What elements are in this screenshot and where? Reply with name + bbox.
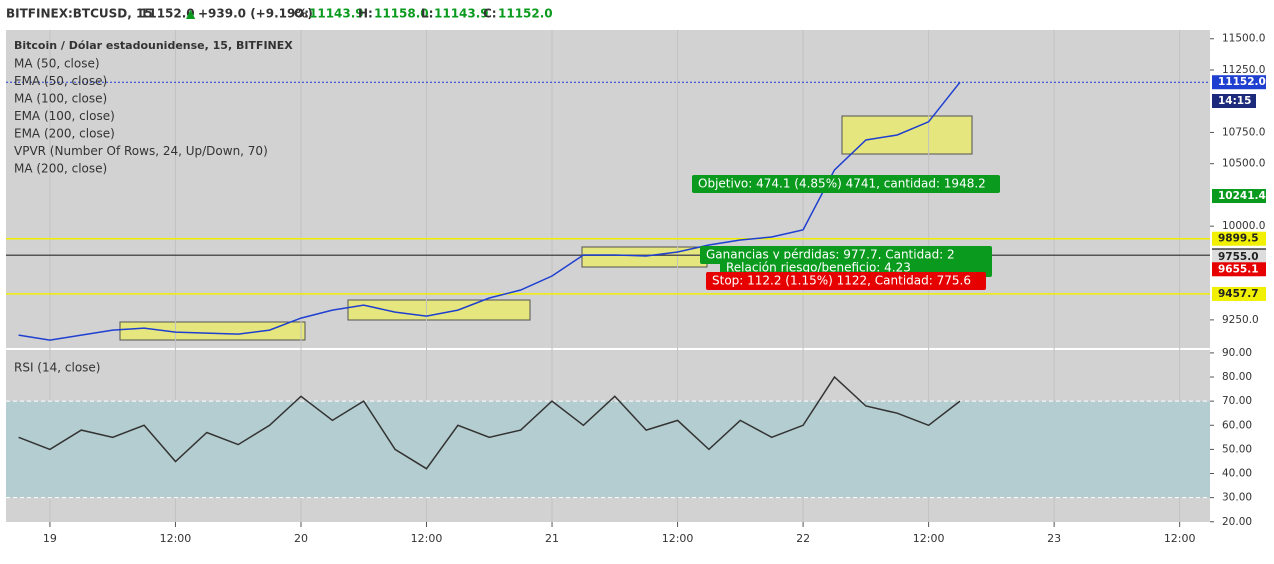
- y-tick-label: 11500.0: [1222, 33, 1265, 45]
- annotation: Objetivo: 474.1 (4.85%) 4741, cantidad: …: [698, 177, 986, 191]
- indicator: MA (200, close): [14, 162, 107, 176]
- annotation: Stop: 112.2 (1.15%) 1122, Cantidad: 775.…: [712, 274, 971, 288]
- y-tick-label: 11250.0: [1222, 64, 1265, 76]
- price-tag: [1212, 231, 1266, 246]
- y-tick-label: 10750.0: [1222, 126, 1265, 138]
- annotation: Ganancias y pérdidas: 977.7, Cantidad: 2: [706, 248, 955, 262]
- annotation-box: [706, 272, 986, 290]
- y-tick-label: 40.00: [1222, 468, 1252, 480]
- x-tick-label: 12:00: [160, 532, 192, 545]
- price-tag-label: 11152.0: [1218, 76, 1266, 88]
- price-tag: [1212, 249, 1266, 264]
- last: 11152.0: [140, 7, 195, 21]
- y-tick-label: 9250.0: [1222, 314, 1259, 326]
- price-tag: [1212, 75, 1266, 90]
- annotation-box: [692, 175, 1000, 193]
- y-tick-label: 30.00: [1222, 492, 1252, 504]
- price-tag-label: 9755.0: [1218, 251, 1259, 263]
- panel-title: Bitcoin / Dólar estadounidense, 15, BITF…: [14, 39, 293, 52]
- change: +939.0 (+9.19%): [198, 7, 313, 21]
- price-panel: [6, 30, 1210, 348]
- time-tag-label: 14:15: [1218, 95, 1251, 107]
- y-tick-label: 80.00: [1222, 371, 1252, 383]
- rsi-band: [6, 401, 1210, 498]
- price-tag: [1212, 286, 1266, 301]
- indicator: MA (100, close): [14, 92, 107, 106]
- x-tick-label: 21: [545, 532, 559, 545]
- price-tag-label: 9655.1: [1218, 263, 1259, 275]
- c-label: C:: [483, 7, 497, 21]
- symbol: BITFINEX:BTCUSD, 15: [6, 7, 153, 21]
- high: 11158.0: [374, 7, 429, 21]
- l-label: L:: [421, 7, 433, 21]
- x-tick-label: 19: [43, 532, 57, 545]
- annotation: Relación riesgo/beneficio: 4.23: [726, 261, 911, 275]
- y-tick-label: 60.00: [1222, 419, 1252, 431]
- price-tag-label: 9899.5: [1218, 233, 1259, 245]
- indicator: EMA (100, close): [14, 109, 115, 123]
- y-tick-label: 50.00: [1222, 443, 1252, 455]
- indicator: EMA (200, close): [14, 127, 115, 141]
- x-tick-label: 23: [1047, 532, 1061, 545]
- close: 11152.0: [498, 7, 553, 21]
- price-tag-label: 10241.4: [1218, 190, 1266, 202]
- x-tick-label: 12:00: [913, 532, 945, 545]
- y-tick-label: 10500.0: [1222, 158, 1265, 170]
- o-label: O:: [294, 7, 309, 21]
- y-tick-label: 90.00: [1222, 347, 1252, 359]
- price-line: [18, 81, 961, 341]
- x-tick-label: 12:00: [1164, 532, 1196, 545]
- range-box: [119, 321, 306, 341]
- price-tag-label: 9457.7: [1218, 288, 1259, 300]
- time-tag: [1212, 94, 1256, 108]
- y-tick-label: 10000.0: [1222, 220, 1265, 232]
- x-tick-label: 12:00: [411, 532, 443, 545]
- indicator: MA (50, close): [14, 57, 100, 71]
- x-tick-label: 20: [294, 532, 308, 545]
- y-tick-label: 70.00: [1222, 395, 1252, 407]
- low: 11143.9: [434, 7, 489, 21]
- x-tick-label: 12:00: [662, 532, 694, 545]
- h-label: H:: [358, 7, 373, 21]
- range-box: [347, 299, 531, 321]
- rsi-line: [18, 375, 961, 470]
- x-tick-label: 22: [796, 532, 810, 545]
- indicator: VPVR (Number Of Rows, 24, Up/Down, 70): [14, 144, 268, 158]
- arrow: ▲: [186, 7, 196, 21]
- price-tag: [1212, 262, 1266, 277]
- range-box: [841, 115, 973, 155]
- header: BITFINEX:BTCUSD, 15 11152.0 ▲ +939.0 (+9…: [6, 7, 553, 21]
- y-tick-label: 20.00: [1222, 516, 1252, 528]
- open: 11143.9: [309, 7, 364, 21]
- panel-title: RSI (14, close): [14, 361, 100, 375]
- indicator: EMA (50, close): [14, 74, 107, 88]
- price-tag: [1212, 189, 1266, 204]
